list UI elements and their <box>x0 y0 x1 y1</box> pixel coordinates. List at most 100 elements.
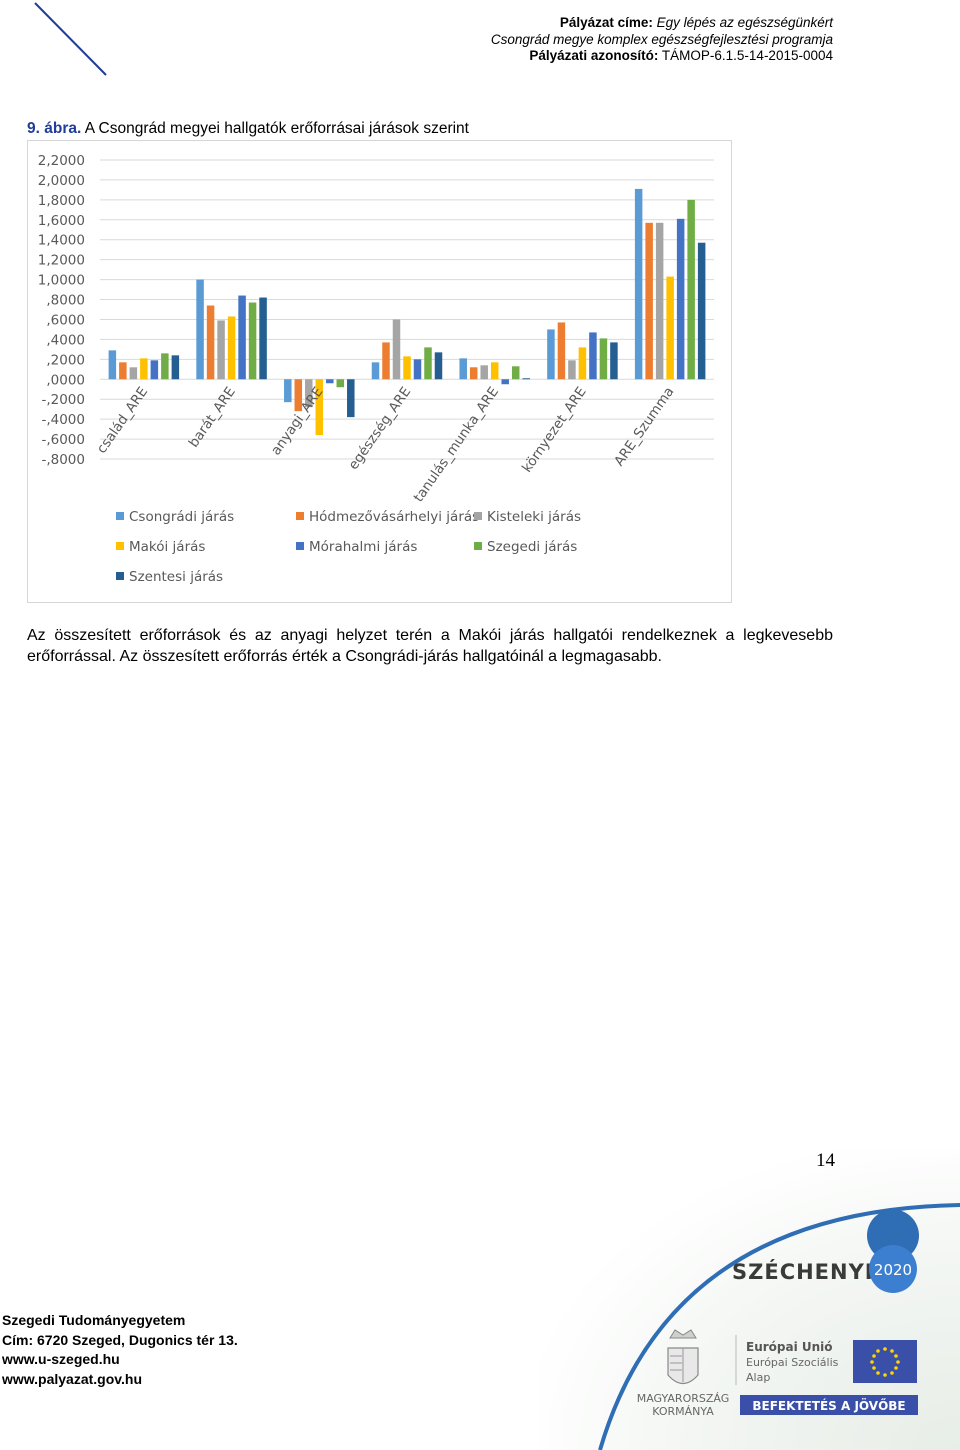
eu-line3: Alap <box>746 1371 770 1384</box>
footer-website-link[interactable]: www.u-szeged.hu <box>2 1351 120 1367</box>
eu-flag-icon <box>853 1340 917 1383</box>
legend-swatch <box>116 542 124 550</box>
x-category-label: család_ARE <box>94 384 151 456</box>
x-category-label: tanulás_munka_ARE <box>411 384 502 505</box>
bar <box>687 199 695 380</box>
bar <box>589 332 597 380</box>
eu-line1: Európai Unió <box>746 1340 833 1354</box>
szechenyi-year: 2020 <box>874 1261 912 1279</box>
bar <box>578 347 587 380</box>
szechenyi-2020-pin-icon <box>867 1209 919 1293</box>
y-tick-label: 1,4000 <box>38 233 85 249</box>
bar <box>227 316 236 380</box>
bar <box>459 358 467 380</box>
legend-swatch <box>116 572 124 580</box>
bar <box>371 362 380 380</box>
y-tick-label: ,6000 <box>46 312 85 328</box>
bar <box>315 379 324 436</box>
y-tick-label: ,4000 <box>46 332 85 348</box>
bar <box>434 352 443 380</box>
x-category-label: barát_ARE <box>186 384 239 450</box>
bar <box>326 379 334 384</box>
bar <box>206 305 215 380</box>
legend-label: Szegedi járás <box>487 539 577 555</box>
header-id-label: Pályázati azonosító: <box>529 48 659 63</box>
bar <box>217 320 225 380</box>
bar <box>413 359 422 380</box>
figure-number: 9. ábra. <box>27 120 82 137</box>
x-category-label: egészség_ARE <box>345 384 414 473</box>
bar <box>392 319 401 380</box>
footer-org: Szegedi Tudományegyetem <box>2 1312 186 1328</box>
bar <box>336 379 345 388</box>
bar <box>171 355 180 380</box>
bar <box>150 360 159 380</box>
legend-label: Makói járás <box>129 539 205 555</box>
bar <box>568 360 576 380</box>
legend-swatch <box>296 512 304 520</box>
chart-frame: 2,2000 2,0000 1,8000 1,6000 1,4000 1,2000 1,00… <box>27 140 732 603</box>
y-tick-label: 1,0000 <box>38 273 85 289</box>
bar <box>238 295 246 380</box>
y-tick-label: ,8000 <box>46 293 85 309</box>
bar <box>655 222 664 380</box>
y-tick-label: -,4000 <box>41 412 85 428</box>
szechenyi-logo-area: SZÉCHENYI 2020 MAGYARORSZÁG KORMÁNYA Eur… <box>598 1203 960 1450</box>
legend-label: Kisteleki járás <box>487 509 581 525</box>
footer-palyazat-link[interactable]: www.palyazat.gov.hu <box>2 1370 143 1387</box>
legend-swatch <box>116 512 124 520</box>
y-tick-label: ,0000 <box>46 372 85 388</box>
bar <box>676 218 685 380</box>
legend-label: Szentesi járás <box>129 569 223 585</box>
legend-label: Csongrádi járás <box>129 509 234 525</box>
legend-swatch <box>474 542 482 550</box>
bar <box>645 222 653 380</box>
header-program-line: Csongrád megye komplex egészségfejleszté… <box>490 31 833 47</box>
bar <box>490 362 499 380</box>
header-title-line: Pályázat címe: Egy lépés az egészségünké… <box>491 15 833 32</box>
bar <box>634 188 643 380</box>
bar <box>697 242 706 380</box>
eu-line2: Európai Szociális <box>746 1356 839 1369</box>
y-tick-label: -,6000 <box>41 432 85 448</box>
legend-swatch <box>474 512 482 520</box>
bar <box>305 379 313 408</box>
decorative-diagonal-line <box>34 2 107 76</box>
bar <box>284 379 292 403</box>
bar <box>666 276 674 380</box>
figure-caption: 9. ábra. A Csongrád megyei hallgatók erő… <box>27 120 469 138</box>
bar <box>196 279 204 380</box>
body-paragraph: Az összesített erőforrások és az anyagi … <box>27 627 833 665</box>
y-tick-label: 1,6000 <box>38 213 85 229</box>
bar <box>140 358 148 380</box>
bar <box>108 350 117 380</box>
page-header: Pályázat címe: Egy lépés az egészségünké… <box>491 15 833 65</box>
bar <box>424 347 432 380</box>
bar <box>119 362 127 380</box>
bar <box>161 353 169 380</box>
y-tick-label: 2,0000 <box>38 173 85 189</box>
bar <box>469 367 478 380</box>
header-title-value: Egy lépés az egészségünkért <box>656 15 833 30</box>
y-tick-label: -,2000 <box>41 392 85 408</box>
footer-contact: Szegedi Tudományegyetem Cím: 6720 Szeged… <box>2 1311 238 1389</box>
figure-caption-text: A Csongrád megyei hallgatók erőforrásai … <box>84 120 469 137</box>
bar <box>610 342 618 380</box>
gov-line2: KORMÁNYA <box>652 1405 714 1418</box>
bar <box>347 379 355 418</box>
bar-chart: 2,2000 2,0000 1,8000 1,6000 1,4000 1,2000 1,00… <box>38 153 714 585</box>
x-category-label: ARE_Szumma <box>611 384 677 469</box>
bar <box>501 379 509 385</box>
header-title-label: Pályázat címe: <box>559 15 653 30</box>
legend-label: Mórahalmi járás <box>309 539 417 555</box>
header-id-line: Pályázati azonosító: TÁMOP-6.1.5-14-2015… <box>491 48 833 65</box>
blue-arc-icon <box>598 1203 960 1450</box>
banner-text: BEFEKTETÉS A JÖVŐBE <box>752 1398 905 1413</box>
bar <box>599 338 608 380</box>
bar <box>403 356 411 380</box>
y-tick-label: ,2000 <box>46 352 85 368</box>
bar <box>557 322 566 380</box>
bar <box>294 379 303 412</box>
y-tick-label: 2,2000 <box>38 153 85 169</box>
bar <box>259 297 267 380</box>
